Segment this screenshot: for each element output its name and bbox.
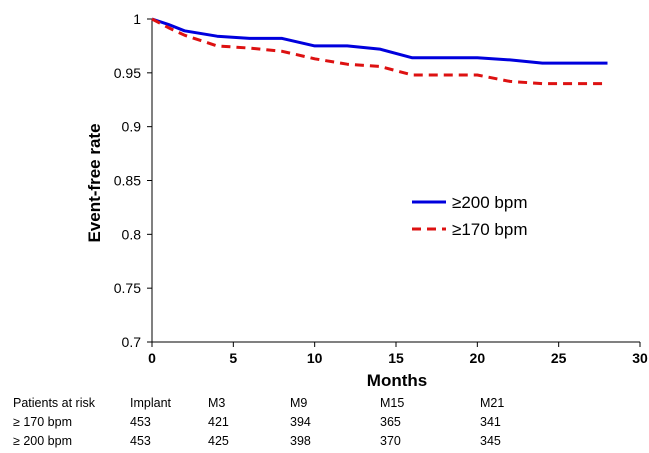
- risk-cell: M21: [480, 396, 505, 410]
- risk-table-row: ≥ 200 bpm 453 425 398 370 345: [0, 434, 649, 453]
- risk-row-label: ≥ 170 bpm: [13, 415, 72, 429]
- risk-cell: 421: [208, 415, 229, 429]
- risk-cell: M15: [380, 396, 405, 410]
- y-tick-label: 0.7: [122, 334, 142, 350]
- series-line-1: [151, 17, 608, 86]
- x-tick-label: 15: [388, 350, 404, 366]
- legend-label-0: ≥200 bpm: [452, 193, 528, 212]
- risk-cell: 370: [380, 434, 401, 448]
- risk-cell: 365: [380, 415, 401, 429]
- x-axis-label: Months: [367, 371, 427, 390]
- x-tick-label: 0: [148, 350, 156, 366]
- risk-cell: 398: [290, 434, 311, 448]
- risk-cell: 453: [130, 434, 151, 448]
- risk-cell: 394: [290, 415, 311, 429]
- patients-at-risk-table: Patients at risk Implant M3 M9 M15 M21 ≥ 170 b…: [0, 396, 649, 453]
- x-tick-label: 5: [229, 350, 237, 366]
- risk-table-row: ≥ 170 bpm 453 421 394 365 341: [0, 415, 649, 434]
- y-tick-label: 0.85: [114, 173, 141, 189]
- x-tick-label: 10: [307, 350, 323, 366]
- series-line-0: [151, 17, 608, 65]
- x-tick-label: 20: [470, 350, 486, 366]
- legend-label-1: ≥170 bpm: [452, 220, 528, 239]
- risk-cell: 341: [480, 415, 501, 429]
- risk-cell: M9: [290, 396, 308, 410]
- risk-row-label: Patients at risk: [13, 396, 95, 410]
- y-tick-label: 0.9: [122, 119, 142, 135]
- risk-cell: 345: [480, 434, 501, 448]
- y-axis-label: Event-free rate: [85, 123, 104, 242]
- y-tick-label: 0.75: [114, 280, 141, 296]
- y-tick-label: 0.95: [114, 65, 141, 81]
- risk-cell: Implant: [130, 396, 171, 410]
- risk-cell: 425: [208, 434, 229, 448]
- risk-cell: M3: [208, 396, 226, 410]
- y-tick-label: 1: [133, 11, 141, 27]
- x-tick-label: 25: [551, 350, 567, 366]
- risk-cell: 453: [130, 415, 151, 429]
- risk-row-label: ≥ 200 bpm: [13, 434, 72, 448]
- risk-table-header: Patients at risk Implant M3 M9 M15 M21: [0, 396, 649, 415]
- event-free-chart: Event-free rate Months 0.7 0.75 0.8 0.85 0.9…: [85, 11, 648, 390]
- y-tick-label: 0.8: [122, 226, 142, 242]
- x-tick-label: 30: [632, 350, 648, 366]
